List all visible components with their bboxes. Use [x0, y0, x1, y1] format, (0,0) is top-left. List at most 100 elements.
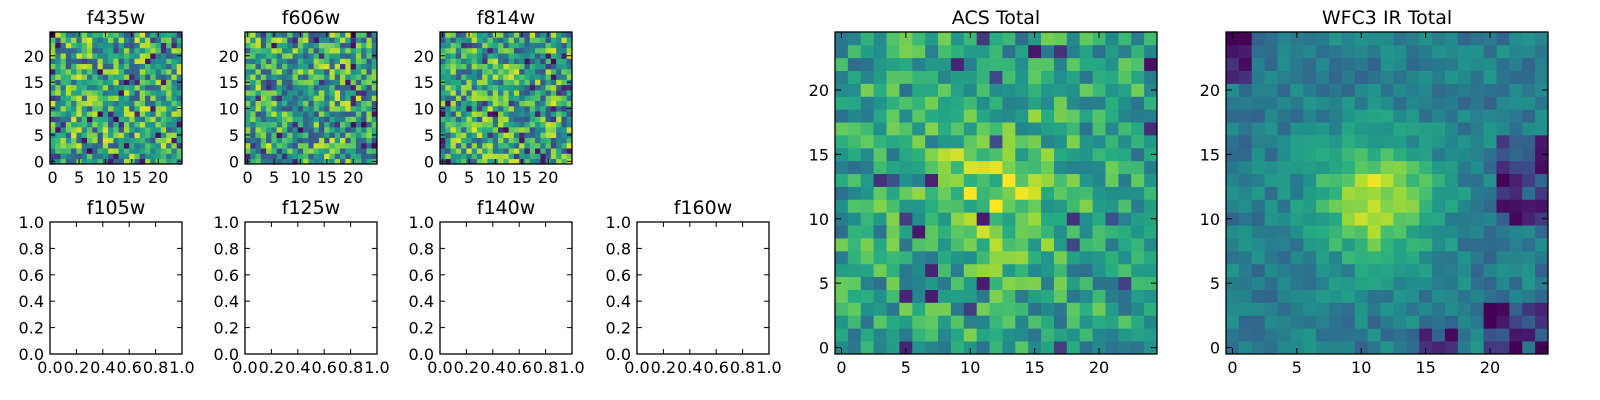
- heatmap-cell: [1522, 173, 1536, 187]
- heatmap-cell: [65, 68, 72, 75]
- heatmap-cell: [145, 142, 151, 149]
- heatmap-cell: [160, 148, 167, 154]
- heatmap-cell: [361, 100, 367, 107]
- heatmap-cell: [1105, 341, 1119, 355]
- heatmap-cell: [847, 212, 862, 226]
- heatmap-cell: [461, 32, 467, 38]
- heatmap-cell: [361, 142, 367, 149]
- heatmap-cell: [1226, 328, 1240, 342]
- heatmap-cell: [508, 42, 515, 49]
- heatmap-cell: [1251, 70, 1265, 84]
- heatmap-cell: [1290, 96, 1304, 110]
- heatmap-cell: [276, 42, 283, 49]
- heatmap-cell: [1264, 199, 1278, 213]
- heatmap-cell: [461, 37, 467, 43]
- heatmap-cell: [1144, 57, 1158, 71]
- heatmap-cell: [450, 116, 457, 123]
- heatmap-cell: [1066, 238, 1081, 252]
- heatmap-cell: [324, 132, 330, 138]
- heatmap-cell: [1264, 96, 1278, 110]
- heatmap-cell: [1251, 289, 1265, 303]
- heatmap-cell: [535, 100, 541, 107]
- heatmap-cell: [92, 148, 98, 154]
- heatmap-cell: [303, 32, 309, 38]
- heatmap-cell: [1444, 263, 1459, 278]
- heatmap-cell: [925, 315, 939, 329]
- heatmap-cell: [492, 58, 499, 65]
- heatmap-cell: [102, 95, 109, 101]
- heatmap-cell: [835, 289, 849, 303]
- heatmap-cell: [129, 153, 135, 160]
- heatmap-cell: [1079, 147, 1093, 162]
- heatmap-cell: [1092, 276, 1106, 290]
- heatmap-cell: [1053, 57, 1068, 71]
- heatmap-cell: [155, 111, 162, 117]
- heatmap-cell: [329, 90, 336, 96]
- heatmap-cell: [1092, 57, 1106, 71]
- heatmap-cell: [989, 109, 1003, 123]
- heatmap-cell: [1483, 96, 1497, 110]
- heatmap-cell: [455, 100, 462, 107]
- heatmap-cell: [1432, 315, 1446, 329]
- heatmap-cell: [1393, 315, 1407, 329]
- heatmap-cell: [1470, 135, 1484, 149]
- heatmap-cell: [76, 105, 83, 112]
- heatmap-cell: [445, 111, 451, 117]
- heatmap-cell: [361, 111, 367, 117]
- heatmap-cell: [297, 47, 304, 54]
- heatmap-cell: [97, 121, 104, 128]
- heatmap-cell: [1509, 250, 1523, 265]
- heatmap-cell: [1535, 186, 1549, 200]
- heatmap-cell: [366, 121, 373, 128]
- heatmap-cell: [245, 90, 251, 96]
- heatmap-cell: [847, 96, 862, 110]
- heatmap-cell: [139, 63, 146, 70]
- heatmap-cell: [97, 142, 104, 149]
- heatmap-cell: [1316, 341, 1330, 355]
- heatmap-cell: [139, 158, 146, 165]
- heatmap-cell: [329, 63, 336, 70]
- heatmap-cell: [566, 84, 573, 91]
- heatmap-cell: [835, 70, 849, 84]
- heatmap-cell: [503, 116, 509, 123]
- heatmap-cell: [471, 153, 478, 160]
- heatmap-cell: [176, 153, 183, 160]
- heatmap-cell: [118, 105, 125, 112]
- heatmap-cell: [1028, 135, 1042, 149]
- heatmap-cell: [287, 137, 293, 144]
- heatmap-cell: [1015, 147, 1029, 162]
- heatmap-cell: [1354, 212, 1369, 226]
- heatmap-cell: [1432, 199, 1446, 213]
- heatmap-cell: [1341, 225, 1356, 239]
- heatmap-cell: [1015, 186, 1029, 200]
- heatmap-cell: [540, 63, 546, 70]
- heatmap-cell: [1144, 122, 1158, 136]
- heatmap-cell: [1144, 135, 1158, 149]
- heatmap-cell: [1522, 57, 1536, 71]
- heatmap-cell: [166, 132, 172, 138]
- heatmap-cell: [1118, 302, 1132, 316]
- heatmap-cell: [129, 47, 135, 54]
- heatmap-cell: [71, 79, 77, 86]
- heatmap-cell: [899, 70, 913, 84]
- heatmap-cell: [255, 53, 262, 59]
- heatmap-cell: [450, 158, 457, 165]
- heatmap-cell: [50, 116, 56, 123]
- heatmap-cell: [1251, 135, 1265, 149]
- heatmap-cell: [303, 42, 309, 49]
- x-tick-label: 5: [901, 358, 911, 377]
- heatmap-cell: [113, 142, 119, 149]
- heatmap-cell: [118, 58, 125, 65]
- heatmap-cell: [938, 44, 952, 59]
- heatmap-cell: [350, 63, 357, 70]
- heatmap-cell: [1470, 83, 1484, 97]
- heatmap-cell: [513, 37, 520, 43]
- heatmap-cell: [976, 44, 990, 59]
- heatmap-cell: [1457, 302, 1472, 316]
- heatmap-cell: [361, 158, 367, 165]
- heatmap-cell: [345, 42, 351, 49]
- x-tick-label: 0.4: [90, 358, 115, 377]
- heatmap-cell: [1092, 109, 1106, 123]
- heatmap-cell: [873, 341, 887, 355]
- heatmap-cell: [361, 79, 367, 86]
